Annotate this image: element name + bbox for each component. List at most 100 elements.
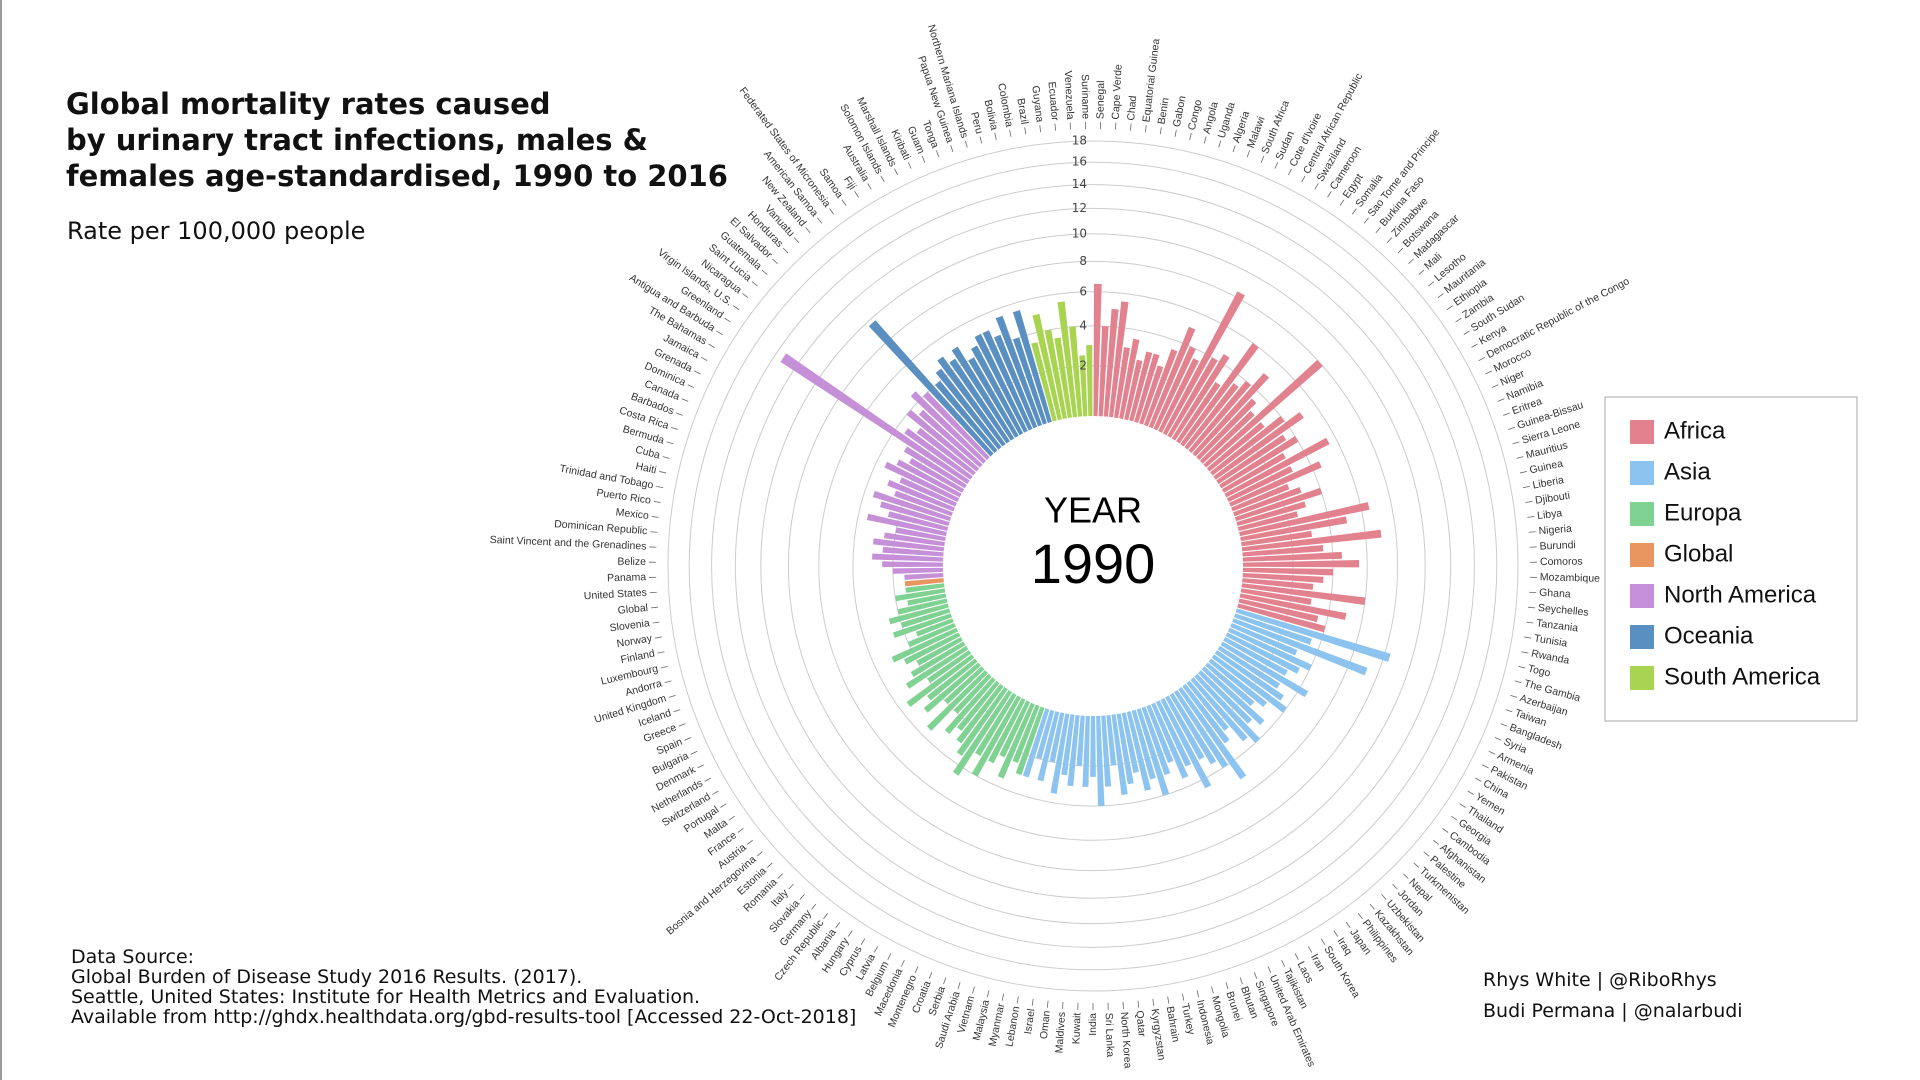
label-tick bbox=[887, 953, 892, 960]
bar bbox=[971, 695, 1021, 777]
label-tick bbox=[1001, 993, 1005, 1001]
bar bbox=[1167, 357, 1218, 438]
label-tick bbox=[1508, 426, 1515, 430]
label-tick bbox=[854, 191, 859, 198]
country-label: Libya bbox=[1537, 507, 1563, 522]
legend-swatch bbox=[1630, 584, 1654, 608]
label-tick bbox=[1433, 839, 1440, 845]
label-tick bbox=[1478, 356, 1486, 361]
label-tick bbox=[1503, 412, 1510, 416]
label-tick bbox=[1130, 123, 1132, 131]
bar bbox=[1165, 695, 1205, 760]
bar bbox=[1206, 422, 1265, 472]
country-label: India bbox=[1087, 1013, 1099, 1036]
bar bbox=[888, 603, 949, 625]
label-tick bbox=[687, 384, 695, 388]
label-tick bbox=[1016, 996, 1019, 1004]
label-tick bbox=[1528, 531, 1536, 533]
bar bbox=[1101, 715, 1112, 787]
label-tick bbox=[652, 621, 660, 624]
label-tick bbox=[690, 750, 698, 755]
label-tick bbox=[1288, 168, 1292, 176]
label-tick bbox=[867, 183, 872, 190]
label-tick bbox=[1369, 903, 1375, 910]
label-tick bbox=[650, 531, 658, 533]
label-tick bbox=[799, 893, 805, 900]
country-label: Kuwait bbox=[1070, 1012, 1083, 1044]
label-tick bbox=[737, 827, 744, 833]
bar bbox=[904, 578, 944, 587]
label-tick bbox=[662, 456, 670, 459]
label-tick bbox=[1442, 827, 1449, 833]
label-tick bbox=[1463, 330, 1470, 335]
bar bbox=[1176, 381, 1221, 444]
country-label: Global bbox=[617, 602, 648, 617]
bar bbox=[1233, 486, 1302, 517]
bar bbox=[1214, 650, 1285, 701]
bar bbox=[1096, 715, 1105, 807]
subtitle: Rate per 100,000 people bbox=[67, 217, 365, 245]
bar bbox=[1119, 338, 1140, 420]
bar bbox=[1233, 613, 1312, 645]
label-tick bbox=[1516, 456, 1524, 459]
label-tick bbox=[1327, 191, 1332, 198]
bar bbox=[1131, 709, 1156, 780]
country-label: Haiti bbox=[634, 460, 657, 476]
label-tick bbox=[1528, 606, 1536, 609]
label-tick bbox=[659, 471, 667, 474]
label-tick bbox=[1375, 227, 1381, 234]
label-tick bbox=[1054, 123, 1056, 131]
country-label: Qatar bbox=[1133, 1010, 1148, 1038]
bar bbox=[1196, 398, 1257, 461]
label-tick bbox=[1428, 281, 1435, 287]
bar bbox=[995, 315, 1043, 427]
bar bbox=[1076, 715, 1085, 766]
label-tick bbox=[1500, 723, 1508, 727]
legend: Africa Asia Europa Global North America Ocean… bbox=[1630, 417, 1821, 690]
label-tick bbox=[653, 501, 661, 503]
label-tick bbox=[1524, 636, 1532, 639]
tick-label: 18 bbox=[1072, 134, 1087, 148]
label-tick bbox=[900, 960, 905, 967]
bar bbox=[1148, 326, 1196, 429]
label-tick bbox=[1527, 516, 1535, 518]
label-tick bbox=[1294, 953, 1299, 960]
bar bbox=[1012, 310, 1052, 423]
label-tick bbox=[664, 680, 672, 684]
grid-ring bbox=[818, 291, 1368, 841]
title-line: females age-standardised, 1990 to 2016 bbox=[66, 159, 728, 193]
bar bbox=[1242, 551, 1342, 562]
bar bbox=[1241, 530, 1313, 547]
label-tick bbox=[761, 269, 768, 276]
bar bbox=[1086, 344, 1093, 417]
bar bbox=[956, 687, 1008, 756]
label-tick bbox=[1274, 162, 1279, 169]
label-tick bbox=[1519, 471, 1527, 474]
legend-label: Europa bbox=[1664, 499, 1742, 526]
country-label: Comoros bbox=[1540, 556, 1583, 568]
country-label: Norway bbox=[616, 632, 654, 650]
label-tick bbox=[921, 156, 926, 163]
country-label: Ecuador bbox=[1046, 81, 1061, 121]
label-tick bbox=[1144, 125, 1147, 133]
label-tick bbox=[1024, 127, 1027, 135]
bar bbox=[916, 636, 963, 666]
label-tick bbox=[1181, 993, 1185, 1001]
label-tick bbox=[1392, 883, 1398, 890]
bar bbox=[1146, 704, 1174, 764]
legend-swatch bbox=[1630, 461, 1654, 485]
bar bbox=[1213, 412, 1304, 480]
label-tick bbox=[693, 370, 701, 375]
bar bbox=[915, 618, 954, 637]
bar bbox=[1227, 627, 1312, 671]
country-label: Suriname bbox=[1079, 74, 1092, 119]
country-label: Brazil bbox=[1014, 97, 1030, 125]
label-tick bbox=[1246, 150, 1250, 158]
label-tick bbox=[1491, 384, 1499, 388]
legend-label: Asia bbox=[1664, 458, 1711, 485]
bar bbox=[1242, 567, 1334, 576]
bar bbox=[1155, 700, 1192, 767]
country-label: Tunisia bbox=[1533, 632, 1568, 649]
bar bbox=[903, 446, 967, 489]
country-label: Chad bbox=[1125, 95, 1139, 121]
